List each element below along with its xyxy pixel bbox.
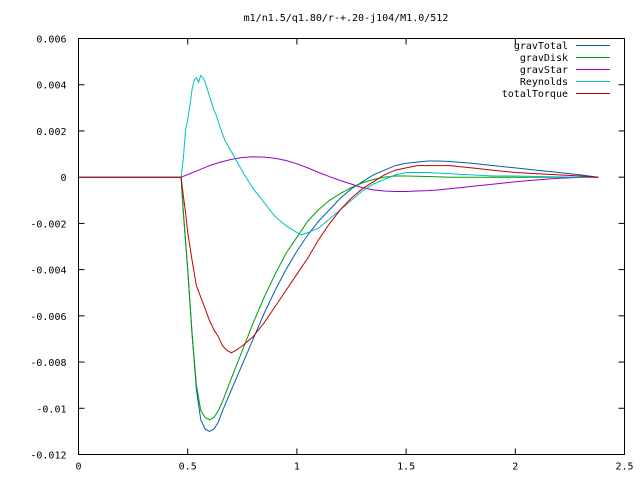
axis-ticks: 0 0.5 1 1.5 2 2.5 0.006 0.004 0.002 0 -0.002 -0.004… — [30, 35, 633, 473]
y-tick-label: -0.008 — [30, 358, 66, 369]
legend-label-Reynolds: Reynolds — [520, 77, 568, 88]
series-lines — [78, 74, 599, 432]
y-tick-label: -0.01 — [36, 404, 66, 415]
x-tick-label: 1 — [294, 462, 300, 473]
x-tick-label: 2 — [512, 462, 518, 473]
y-tick-label: 0.002 — [36, 127, 66, 138]
y-tick-label: -0.002 — [30, 219, 66, 230]
series-line-gravTotal — [78, 160, 599, 432]
legend: gravTotalgravDiskgravStarReynoldstotalTo… — [502, 41, 610, 100]
plot-frame — [78, 38, 625, 455]
legend-label-totalTorque: totalTorque — [502, 89, 568, 100]
series-line-totalTorque — [78, 165, 599, 354]
series-line-Reynolds — [78, 74, 599, 236]
legend-label-gravDisk: gravDisk — [520, 53, 568, 64]
series-line-gravDisk — [78, 175, 599, 421]
x-tick-label: 2.5 — [615, 462, 633, 473]
legend-label-gravStar: gravStar — [520, 65, 568, 76]
y-tick-label: 0.004 — [36, 81, 66, 92]
chart-title: m1/n1.5/q1.80/r-+.20-j104/M1.0/512 — [244, 13, 449, 24]
x-tick-label: 1.5 — [397, 462, 415, 473]
y-tick-label: -0.006 — [30, 312, 66, 323]
y-tick-label: -0.012 — [30, 451, 66, 462]
series-line-gravStar — [78, 156, 599, 192]
y-tick-label: 0.006 — [36, 35, 66, 46]
y-tick-label: 0 — [60, 173, 66, 184]
y-tick-label: -0.004 — [30, 266, 66, 277]
x-tick-label: 0 — [75, 462, 81, 473]
legend-label-gravTotal: gravTotal — [514, 41, 568, 52]
x-tick-label: 0.5 — [179, 462, 197, 473]
